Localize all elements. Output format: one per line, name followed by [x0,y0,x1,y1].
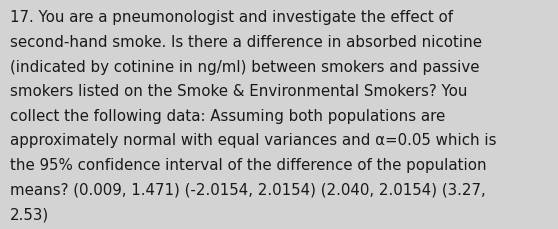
Text: collect the following data: Assuming both populations are: collect the following data: Assuming bot… [10,108,445,123]
Text: means? (0.009, 1.471) (-2.0154, 2.0154) (2.040, 2.0154) (3.27,: means? (0.009, 1.471) (-2.0154, 2.0154) … [10,182,486,197]
Text: the 95% confidence interval of the difference of the population: the 95% confidence interval of the diffe… [10,157,487,172]
Text: 2.53): 2.53) [10,206,49,221]
Text: second-hand smoke. Is there a difference in absorbed nicotine: second-hand smoke. Is there a difference… [10,35,482,50]
Text: (indicated by cotinine in ng/ml) between smokers and passive: (indicated by cotinine in ng/ml) between… [10,59,479,74]
Text: approximately normal with equal variances and α=0.05 which is: approximately normal with equal variance… [10,133,497,148]
Text: 17. You are a pneumonologist and investigate the effect of: 17. You are a pneumonologist and investi… [10,10,453,25]
Text: smokers listed on the Smoke & Environmental Smokers? You: smokers listed on the Smoke & Environmen… [10,84,468,99]
